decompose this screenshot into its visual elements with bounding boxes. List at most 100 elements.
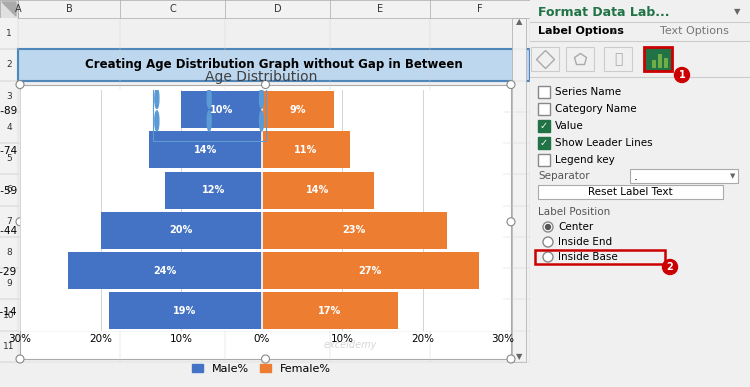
Text: 14%: 14% — [306, 185, 329, 195]
FancyBboxPatch shape — [0, 18, 18, 362]
Text: 12%: 12% — [202, 185, 225, 195]
FancyBboxPatch shape — [604, 47, 632, 71]
Text: 10: 10 — [3, 311, 15, 320]
Text: Inside End: Inside End — [558, 237, 612, 247]
Bar — [262, 91, 334, 128]
FancyBboxPatch shape — [0, 0, 530, 18]
Text: ✓: ✓ — [540, 138, 548, 148]
Text: 8: 8 — [6, 248, 12, 257]
Text: ▼: ▼ — [730, 173, 735, 179]
Bar — [148, 132, 262, 168]
Bar — [181, 91, 262, 128]
Text: 17%: 17% — [318, 306, 341, 316]
Text: Label Position: Label Position — [538, 207, 610, 217]
FancyBboxPatch shape — [644, 47, 672, 71]
FancyBboxPatch shape — [20, 84, 511, 359]
Text: A: A — [15, 4, 21, 14]
Text: 9%: 9% — [290, 104, 306, 115]
FancyBboxPatch shape — [538, 120, 550, 132]
FancyBboxPatch shape — [652, 60, 656, 68]
Circle shape — [16, 218, 24, 226]
Circle shape — [507, 218, 515, 226]
Circle shape — [262, 80, 269, 89]
Text: 1: 1 — [679, 70, 686, 80]
Title: Age Distribution: Age Distribution — [206, 70, 318, 84]
FancyBboxPatch shape — [538, 103, 550, 115]
Circle shape — [154, 88, 159, 108]
Text: Series Name: Series Name — [555, 87, 621, 97]
Bar — [165, 172, 262, 209]
Circle shape — [543, 252, 553, 262]
Circle shape — [16, 355, 24, 363]
Text: Label Options: Label Options — [538, 26, 624, 36]
FancyBboxPatch shape — [531, 47, 559, 71]
Text: Category Name: Category Name — [555, 104, 637, 114]
Bar — [109, 292, 262, 329]
Polygon shape — [2, 2, 16, 16]
Text: 10%: 10% — [209, 104, 232, 115]
Text: Creating Age Distribution Graph without Gap in Between: Creating Age Distribution Graph without … — [85, 58, 463, 72]
Circle shape — [545, 224, 550, 229]
Bar — [262, 132, 350, 168]
Text: D: D — [274, 4, 281, 14]
Text: Show Leader Lines: Show Leader Lines — [555, 138, 652, 148]
Text: ▼: ▼ — [516, 353, 522, 361]
Bar — [262, 292, 398, 329]
Circle shape — [207, 88, 212, 108]
Circle shape — [543, 237, 553, 247]
Text: 2: 2 — [6, 60, 12, 69]
Bar — [262, 172, 374, 209]
Text: 6: 6 — [6, 185, 12, 195]
Circle shape — [543, 222, 553, 232]
Text: Legend key: Legend key — [555, 155, 615, 165]
FancyBboxPatch shape — [566, 47, 594, 71]
FancyBboxPatch shape — [538, 154, 550, 166]
Text: ✓: ✓ — [540, 121, 548, 131]
FancyBboxPatch shape — [538, 137, 550, 149]
Text: 4: 4 — [6, 123, 12, 132]
Text: B: B — [66, 4, 72, 14]
Text: Format Data Lab...: Format Data Lab... — [538, 5, 670, 19]
FancyBboxPatch shape — [18, 49, 530, 80]
Text: ▲: ▲ — [516, 17, 522, 26]
Text: 3: 3 — [6, 92, 12, 101]
Text: Value: Value — [555, 121, 584, 131]
Text: C: C — [170, 4, 176, 14]
Legend: Male%, Female%: Male%, Female% — [188, 360, 335, 378]
Text: 11: 11 — [3, 342, 15, 351]
Text: Center: Center — [558, 222, 593, 232]
FancyBboxPatch shape — [512, 18, 526, 362]
FancyBboxPatch shape — [664, 58, 668, 68]
Circle shape — [662, 260, 677, 274]
Bar — [68, 252, 262, 289]
Text: E: E — [377, 4, 383, 14]
Bar — [100, 212, 262, 249]
Text: 11%: 11% — [294, 145, 317, 155]
Text: 5: 5 — [6, 154, 12, 163]
FancyBboxPatch shape — [538, 185, 723, 199]
Text: exceldemy: exceldemy — [323, 340, 376, 350]
Text: 27%: 27% — [358, 265, 382, 276]
Circle shape — [16, 80, 24, 89]
Text: .: . — [634, 170, 638, 183]
Text: Reset Label Text: Reset Label Text — [588, 187, 672, 197]
Text: Text Options: Text Options — [660, 26, 729, 36]
FancyBboxPatch shape — [0, 0, 18, 18]
Bar — [262, 252, 478, 289]
Text: 19%: 19% — [173, 306, 196, 316]
Text: ⤢: ⤢ — [614, 52, 622, 66]
Text: Separator: Separator — [538, 171, 590, 181]
Circle shape — [507, 80, 515, 89]
Text: ∨: ∨ — [610, 26, 617, 36]
Bar — [262, 212, 447, 249]
Circle shape — [207, 111, 212, 131]
Text: 2: 2 — [667, 262, 674, 272]
Circle shape — [260, 88, 263, 108]
Circle shape — [260, 111, 263, 131]
Circle shape — [262, 355, 269, 363]
Text: ▼: ▼ — [734, 7, 740, 17]
FancyBboxPatch shape — [658, 54, 662, 68]
Text: 1: 1 — [6, 29, 12, 38]
Text: Inside Base: Inside Base — [558, 252, 618, 262]
Text: 24%: 24% — [153, 265, 176, 276]
